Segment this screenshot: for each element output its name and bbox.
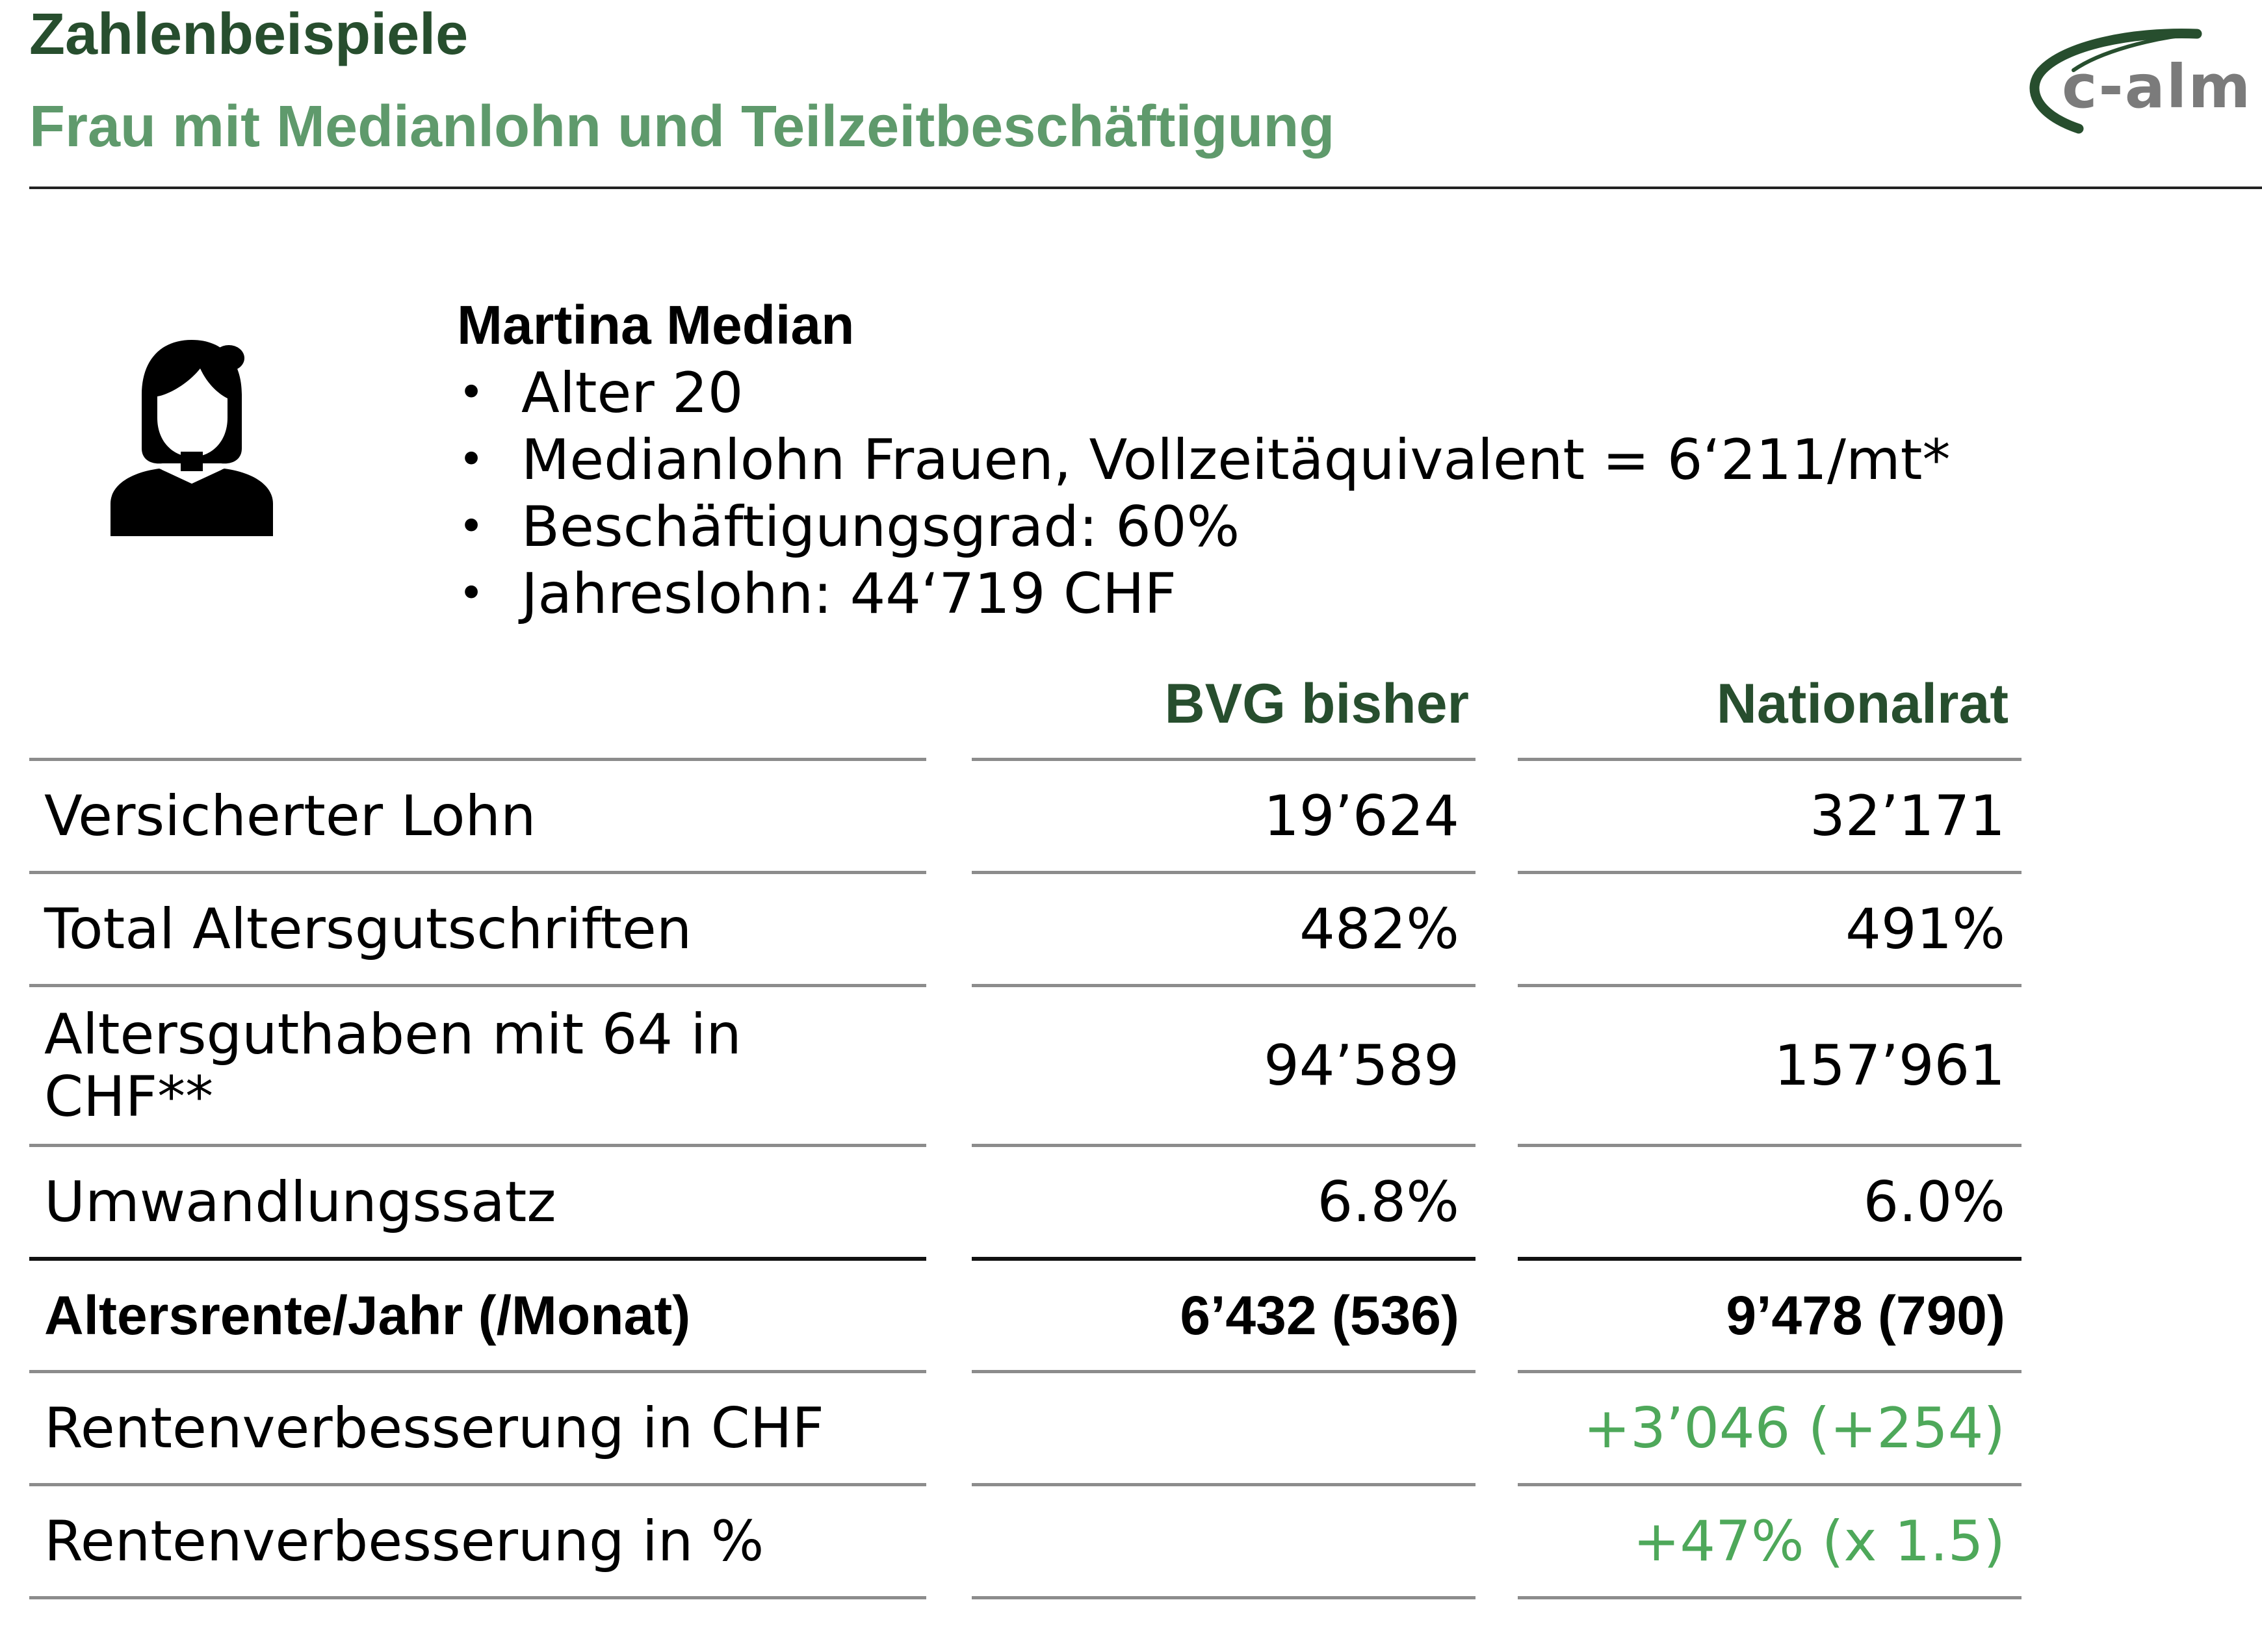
cell-nationalrat: 157’961	[1774, 1033, 2005, 1098]
table-divider	[29, 758, 926, 761]
page-subtitle: Frau mit Medianlohn und Teilzeitbeschäft…	[29, 94, 1335, 159]
table-divider	[972, 1596, 1476, 1599]
cell-nationalrat: 32’171	[1810, 784, 2005, 849]
table-divider	[972, 1370, 1476, 1373]
bullet-text: Beschäftigungsgrad: 60%	[521, 495, 1240, 560]
row-label-umwandlungssatz: Umwandlungssatz	[44, 1170, 556, 1235]
table-divider	[972, 871, 1476, 874]
cell-nationalrat: +3’046 (+254)	[1583, 1396, 2005, 1461]
table-divider	[29, 984, 926, 987]
table-divider	[1518, 1596, 2022, 1599]
cell-nationalrat: 491%	[1845, 897, 2005, 962]
cell-bvg-bisher: 6’432 (536)	[1180, 1285, 1459, 1346]
table-divider	[1518, 984, 2022, 987]
column-header-nationalrat: Nationalrat	[1716, 673, 2008, 735]
page-title: Zahlenbeispiele	[29, 2, 469, 67]
table-divider	[29, 1370, 926, 1373]
table-divider	[1518, 758, 2022, 761]
table-divider	[972, 758, 1476, 761]
table-divider	[972, 1144, 1476, 1147]
table-divider	[972, 1483, 1476, 1486]
profile-bullet-list: • Alter 20 • Medianlohn Frauen, Vollzeitäq…	[455, 363, 1950, 630]
table-divider	[1518, 1370, 2022, 1373]
row-label-rentenverbesserung-prozent: Rentenverbesserung in %	[44, 1509, 764, 1574]
row-label-altersrente: Altersrente/Jahr (/Monat)	[44, 1285, 691, 1346]
logo-text: c-alm	[2062, 52, 2252, 122]
cell-nationalrat: 9’478 (790)	[1726, 1285, 2005, 1346]
table-divider	[29, 1144, 926, 1147]
table-divider	[1518, 1257, 2022, 1261]
cell-bvg-bisher: 94’589	[1264, 1033, 1459, 1098]
table-divider	[1518, 871, 2022, 874]
table-divider	[29, 871, 926, 874]
table-divider	[972, 984, 1476, 987]
cell-bvg-bisher: 6.8%	[1317, 1170, 1460, 1235]
table-divider	[1518, 1144, 2022, 1147]
row-label-total-altersgutschriften: Total Altersgutschriften	[44, 897, 692, 962]
cell-bvg-bisher: 482%	[1299, 897, 1459, 962]
bullet-text: Alter 20	[521, 361, 744, 426]
row-label-rentenverbesserung-chf: Rentenverbesserung in CHF	[44, 1396, 824, 1461]
header-divider	[29, 187, 2262, 189]
row-label-versicherter-lohn: Versicherter Lohn	[44, 784, 536, 849]
column-header-bvg-bisher: BVG bisher	[1164, 673, 1469, 735]
table-divider	[1518, 1483, 2022, 1486]
table-divider	[29, 1483, 926, 1486]
bullet-text: Jahreslohn: 44‘719 CHF	[521, 561, 1177, 626]
row-label-altersguthaben: Altersguthaben mit 64 in CHF**	[44, 1002, 742, 1129]
c-alm-logo-icon	[2029, 29, 2202, 134]
cell-bvg-bisher: 19’624	[1264, 784, 1459, 849]
cell-bvg-bisher	[972, 1487, 1459, 1596]
table-divider	[972, 1257, 1476, 1261]
list-item: • Medianlohn Frauen, Vollzeitäquivalent =…	[458, 428, 1951, 493]
list-item: • Alter 20	[458, 361, 744, 426]
table-divider	[29, 1257, 926, 1261]
table-divider	[29, 1596, 926, 1599]
cell-bvg-bisher	[972, 1374, 1459, 1483]
list-item: • Beschäftigungsgrad: 60%	[458, 495, 1240, 560]
cell-nationalrat: 6.0%	[1863, 1170, 2006, 1235]
list-item: • Jahreslohn: 44‘719 CHF	[458, 561, 1177, 626]
cell-nationalrat: +47% (x 1.5)	[1633, 1509, 2005, 1574]
bullet-text: Medianlohn Frauen, Vollzeitäquivalent = …	[521, 428, 1951, 493]
woman-avatar-icon	[110, 340, 273, 536]
person-name: Martina Median	[457, 294, 855, 355]
